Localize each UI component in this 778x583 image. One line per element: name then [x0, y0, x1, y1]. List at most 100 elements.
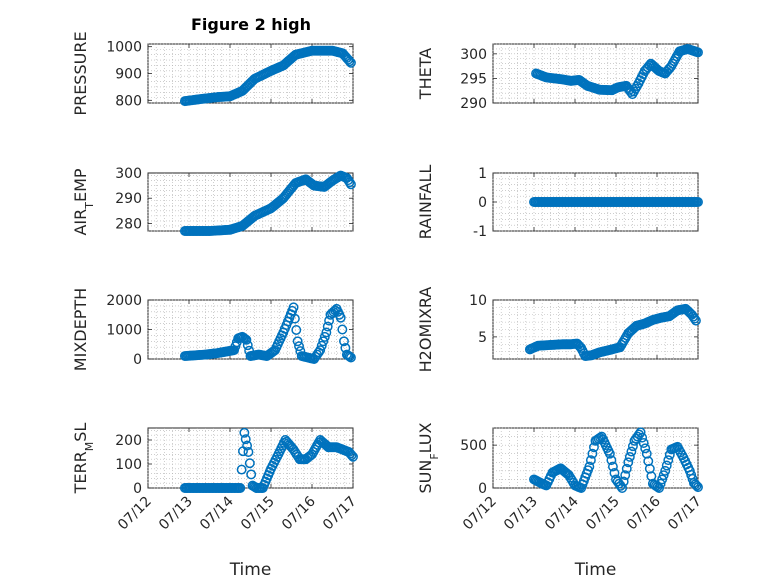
y-tick-label: 1000 [106, 323, 142, 339]
data-point [239, 427, 250, 438]
x-tick-label: 07/16 [279, 493, 319, 533]
data-point [664, 449, 675, 460]
data-point [337, 324, 348, 335]
data-point [244, 458, 255, 469]
y-tick-label: 290 [460, 96, 487, 112]
subplot-6: 5 10 H2OMIXRA [416, 287, 701, 373]
data-point [339, 336, 349, 347]
y-tick-label: 295 [460, 71, 487, 87]
data-point [346, 179, 356, 190]
x-tick-label: 07/12 [460, 494, 500, 534]
data-point [626, 446, 637, 457]
data-point [345, 448, 356, 459]
data-point [344, 177, 355, 188]
y-tick-label: 0 [133, 481, 142, 497]
x-tick-label: 07/15 [583, 494, 623, 534]
y-tick-label: 1 [478, 166, 487, 182]
y-axis-label: MIXDEPTH [71, 288, 90, 371]
data-point [640, 443, 651, 454]
data-point [319, 331, 330, 342]
data-point [291, 325, 302, 335]
x-tick-label: 07/14 [197, 493, 237, 533]
y-tick-label: 800 [115, 93, 142, 109]
figure-title: Figure 2 high [191, 15, 311, 34]
data-point [691, 315, 701, 326]
data-point [346, 57, 356, 68]
data-point [618, 476, 629, 487]
subplot-2: 290 295 300 THETA [416, 43, 703, 112]
data-point [663, 455, 674, 466]
subplot-7: 07/12 07/13 07/14 07/15 07/16 07/17 0 100 200 TER… [71, 423, 360, 580]
data-point [315, 345, 326, 356]
x-tick-label: 07/15 [238, 494, 278, 534]
data-point [693, 47, 703, 58]
y-tick-label: -1 [473, 224, 487, 240]
data-point [292, 336, 303, 347]
data-point [609, 468, 620, 478]
x-tick-label: 07/16 [624, 493, 664, 533]
data-point [343, 350, 354, 361]
subplot-5: 0 1000 2000 MIXDEPTH [71, 288, 356, 371]
data-point [652, 481, 663, 492]
data-point [343, 54, 354, 65]
y-axis-label: PRESSURE [71, 31, 90, 115]
x-tick-label: 07/13 [156, 494, 196, 534]
y-tick-label: 200 [115, 433, 142, 449]
x-tick-label: 07/14 [542, 493, 582, 533]
data-point [236, 464, 247, 475]
y-axis-label: H2OMIXRA [416, 287, 435, 373]
data-point [693, 197, 703, 207]
data-point [624, 451, 635, 462]
y-tick-label: 100 [115, 457, 142, 473]
data-point [587, 448, 598, 459]
x-tick-label: 07/17 [665, 494, 705, 534]
data-point [657, 474, 668, 485]
data-point [242, 440, 253, 451]
data-point [621, 463, 632, 474]
data-point [348, 451, 358, 462]
data-point [346, 450, 357, 461]
data-point [691, 480, 702, 491]
data-point [637, 432, 648, 443]
y-tick-label: 300 [460, 47, 487, 63]
data-point [658, 470, 669, 481]
x-axis-label: Time [229, 560, 272, 580]
data-point [346, 352, 356, 363]
data-point [235, 483, 246, 493]
data-point [246, 469, 257, 480]
data-point [344, 56, 355, 67]
data-point [318, 336, 329, 347]
data-point [335, 312, 346, 323]
data-point [238, 332, 249, 343]
data-point [690, 479, 701, 490]
data-point [661, 460, 672, 471]
data-point [243, 447, 254, 457]
y-tick-label: 500 [460, 438, 487, 454]
y-tick-label: 10 [469, 293, 487, 309]
data-point [623, 457, 634, 468]
data-point [620, 470, 631, 481]
data-point [655, 478, 666, 489]
data-point [634, 429, 645, 440]
y-tick-label: 290 [115, 191, 142, 207]
subplot-4: -1 0 1 RAINFALL [416, 165, 703, 240]
data-point [344, 351, 355, 362]
y-tick-label: 2000 [106, 293, 142, 309]
data-point [289, 313, 300, 324]
subplot-3: 280 290 300 AIRTEMP [71, 166, 356, 236]
data-point [321, 327, 332, 338]
data-point [240, 333, 250, 344]
y-tick-label: 0 [478, 481, 487, 497]
data-point [328, 306, 339, 317]
x-tick-label: 07/13 [501, 494, 541, 534]
x-tick-label: 07/17 [320, 494, 360, 534]
y-tick-label: 300 [115, 166, 142, 182]
data-point [617, 483, 628, 493]
y-axis-label: SUNFLUX [416, 422, 441, 493]
data-point [322, 321, 333, 332]
x-axis-label: Time [574, 560, 617, 580]
y-axis-label: RAINFALL [416, 165, 435, 240]
data-point [654, 483, 664, 493]
data-point [584, 461, 595, 472]
